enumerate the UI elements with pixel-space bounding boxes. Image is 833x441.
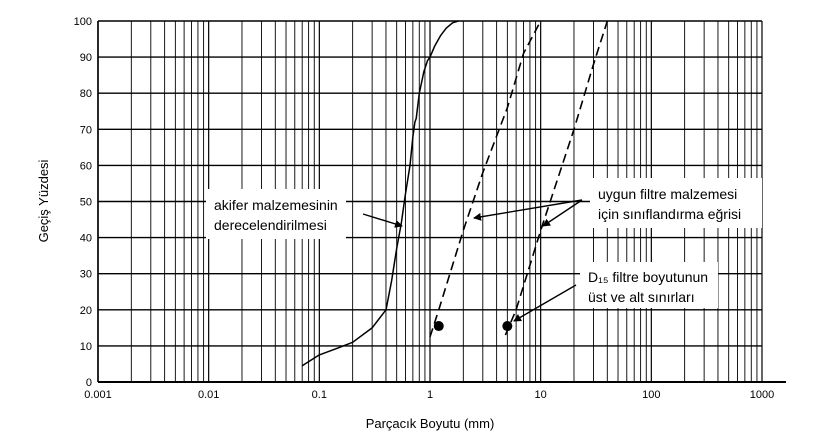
axes <box>97 21 786 383</box>
annotation-box <box>580 262 718 308</box>
filter-bound-fine-curve <box>429 20 542 338</box>
x-tick-label: 1 <box>427 389 433 401</box>
annotation-filter-curve-line: için sınıflandırma eğrisi <box>598 206 741 222</box>
annotation-d15-line: D₁₅ filtre boyutunun <box>588 269 708 285</box>
annotation-box <box>590 178 762 228</box>
points <box>433 321 513 332</box>
annotation-box <box>206 189 346 239</box>
x-tick-label: 0.001 <box>84 389 112 401</box>
filter-bound-coarse-curve <box>504 20 609 336</box>
y-tick-label: 10 <box>80 341 92 353</box>
annotation-aquifer-line: derecelendirilmesi <box>214 217 327 233</box>
d15-point <box>433 321 444 332</box>
y-tick-label: 50 <box>80 197 92 209</box>
aquifer-gradation-curve <box>301 20 459 367</box>
y-tick-label: 80 <box>80 88 92 100</box>
annotation-arrow <box>473 199 583 221</box>
y-tick-label: 30 <box>80 269 92 281</box>
y-tick-labels: 0 10 20 30 40 50 60 70 80 90 100 <box>74 16 92 389</box>
annotation-filter-curve-line: uygun filtre malzemesi <box>598 186 737 202</box>
x-axis-label: Parçacık Boyutu (mm) <box>366 416 495 431</box>
y-tick-label: 60 <box>80 160 92 172</box>
annotation-d15-line: üst ve alt sınırları <box>588 289 695 305</box>
annotation-aquifer-line: akifer malzemesinin <box>214 197 338 213</box>
x-tick-label: 0.1 <box>312 389 327 401</box>
y-tick-label: 70 <box>80 124 92 136</box>
y-axis-label: Geçiş Yüzdesi <box>36 159 51 242</box>
y-tick-label: 0 <box>86 377 92 389</box>
annotation-arrow <box>513 284 577 322</box>
y-tick-label: 20 <box>80 305 92 317</box>
d15-point <box>502 321 513 332</box>
x-tick-label: 10 <box>535 389 547 401</box>
x-tick-labels: 0.001 0.01 0.1 1 10 100 1000 <box>84 389 774 401</box>
annotation-arrow <box>542 199 583 227</box>
x-tick-label: 1000 <box>750 389 774 401</box>
y-tick-label: 100 <box>74 16 92 28</box>
annotations: akifer malzemesinin derecelendirilmesi uyg… <box>206 178 762 322</box>
y-tick-label: 40 <box>80 233 92 245</box>
x-tick-label: 100 <box>642 389 660 401</box>
x-tick-label: 0.01 <box>198 389 219 401</box>
y-tick-label: 90 <box>80 52 92 64</box>
annotation-arrow <box>362 213 403 228</box>
series <box>301 20 609 367</box>
